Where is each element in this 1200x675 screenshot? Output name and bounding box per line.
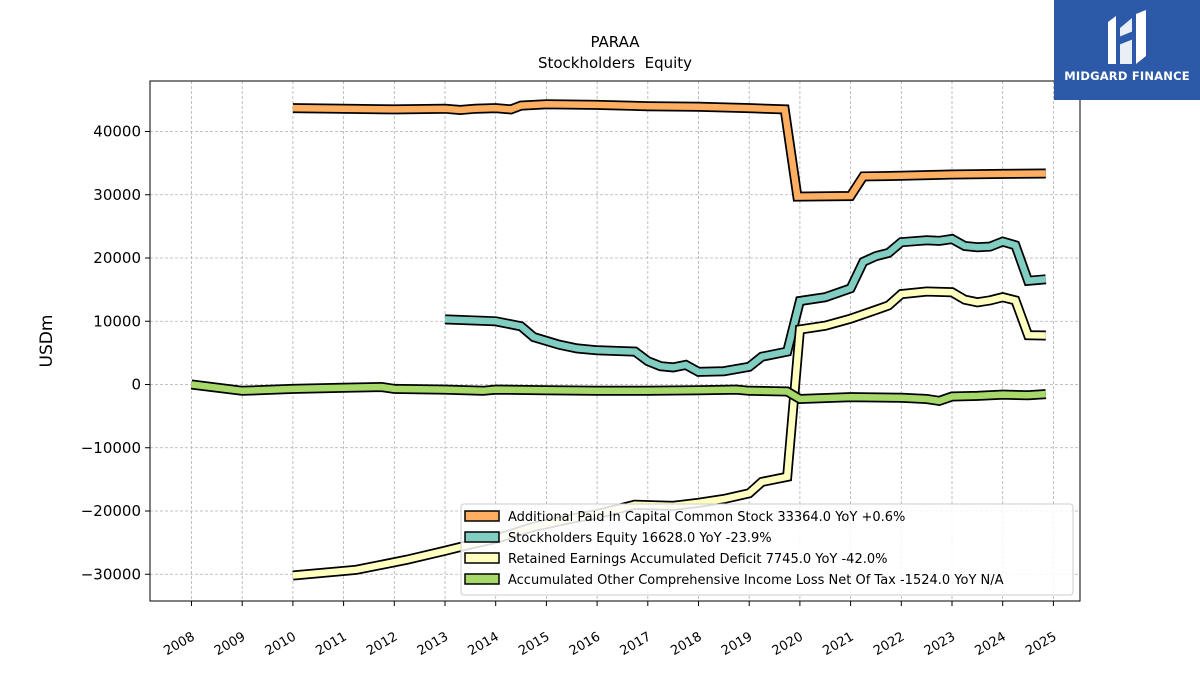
series-line-core	[444, 235, 1047, 376]
x-tick-label: 2016	[567, 629, 603, 659]
legend-item: Additional Paid In Capital Common Stock …	[464, 510, 905, 525]
x-tick-label: 2017	[618, 629, 654, 659]
legend-swatch	[464, 531, 500, 543]
series-line-1	[292, 99, 1046, 202]
x-tick-label: 2018	[668, 629, 704, 659]
x-tick-label: 2014	[466, 629, 502, 659]
y-tick-label: −10000	[81, 439, 141, 457]
x-tick-label: 2023	[922, 629, 958, 659]
plot-frame	[149, 80, 1081, 602]
series-line-outline	[444, 233, 1047, 377]
x-tick-label: 2011	[313, 629, 349, 659]
x-axis: 2008 2009 2010 2011 2012 2013 2014 2015 2016 2017…	[161, 601, 1059, 659]
x-tick-label: 2008	[161, 629, 197, 659]
series-line-core	[292, 101, 1046, 200]
x-tick-label: 2015	[516, 629, 552, 659]
series-line-outline	[292, 99, 1046, 202]
y-tick-label: 0	[131, 376, 141, 394]
x-tick-label: 2024	[973, 629, 1009, 659]
x-tick-label: 2025	[1023, 629, 1059, 659]
chart-title: PARAA	[590, 33, 640, 51]
y-tick-label: 10000	[93, 312, 141, 330]
x-tick-label: 2012	[364, 629, 400, 659]
x-tick-label: 2022	[871, 629, 907, 659]
chart-subtitle: Stockholders Equity	[538, 54, 692, 72]
legend: Additional Paid In Capital Common Stock …	[460, 503, 1074, 596]
legend-box	[460, 503, 1074, 596]
x-tick-label: 2019	[719, 629, 755, 659]
legend-swatch	[464, 573, 500, 585]
legend-label: Retained Earnings Accumulated Deficit 77…	[508, 552, 887, 567]
brand-logo: MIDGARD FINANCE	[1054, 0, 1200, 100]
x-tick-label: 2013	[415, 629, 451, 659]
y-tick-label: 30000	[93, 186, 141, 204]
brand-name: MIDGARD FINANCE	[1064, 69, 1190, 83]
y-axis-label: USDm	[37, 315, 57, 368]
legend-item: Retained Earnings Accumulated Deficit 77…	[464, 552, 887, 567]
midgard-logo-icon	[1108, 10, 1146, 64]
legend-label: Accumulated Other Comprehensive Income L…	[508, 573, 1004, 588]
series-line-core	[191, 381, 1047, 405]
y-tick-label: 20000	[93, 249, 141, 267]
x-tick-label: 2020	[770, 629, 806, 659]
legend-label: Stockholders Equity 16628.0 YoY -23.9%	[508, 531, 772, 546]
series-line-2	[444, 233, 1047, 377]
legend-swatch	[464, 510, 500, 522]
legend-label: Additional Paid In Capital Common Stock …	[508, 510, 905, 525]
y-tick-label: 40000	[93, 123, 141, 141]
legend-item: Accumulated Other Comprehensive Income L…	[464, 573, 1004, 588]
legend-swatch	[464, 552, 500, 564]
x-tick-label: 2009	[212, 629, 248, 659]
y-axis: 40000 30000 20000 10000 0 −10000 −20000 −30000	[81, 123, 150, 583]
y-tick-label: −20000	[81, 502, 141, 520]
x-tick-label: 2010	[263, 629, 299, 659]
series-line-4	[190, 379, 1047, 407]
x-tick-label: 2021	[820, 629, 856, 659]
y-tick-label: −30000	[81, 565, 141, 583]
legend-item: Stockholders Equity 16628.0 YoY -23.9%	[464, 531, 772, 546]
